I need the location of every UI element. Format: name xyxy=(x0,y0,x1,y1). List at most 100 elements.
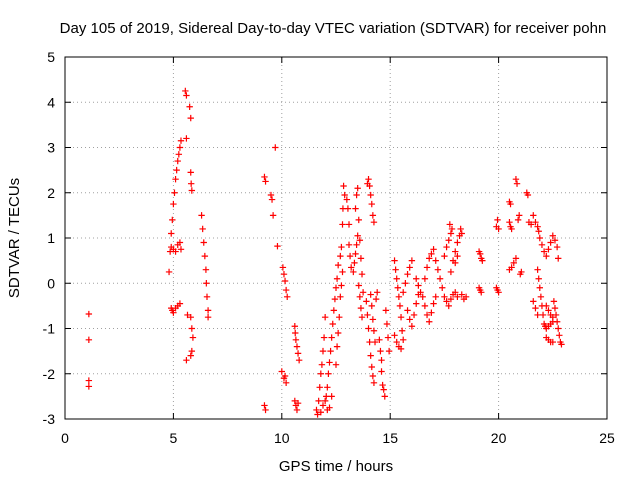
data-point xyxy=(426,255,433,262)
x-tick-label: 10 xyxy=(274,430,290,446)
data-point xyxy=(391,257,398,264)
data-point xyxy=(423,264,431,271)
data-point xyxy=(331,295,339,303)
data-point xyxy=(201,252,209,260)
data-point xyxy=(356,293,364,301)
data-point xyxy=(454,239,461,246)
data-point xyxy=(200,239,207,246)
data-point xyxy=(175,151,183,158)
data-point xyxy=(458,230,465,237)
data-point xyxy=(368,363,375,371)
data-point xyxy=(413,300,420,307)
data-point xyxy=(370,218,378,226)
data-point xyxy=(261,402,268,409)
data-point xyxy=(494,216,501,224)
data-point xyxy=(558,341,565,348)
data-point xyxy=(316,384,323,391)
data-point xyxy=(454,252,461,260)
data-point xyxy=(432,257,439,264)
data-point xyxy=(272,144,279,151)
data-point xyxy=(535,228,542,235)
data-point xyxy=(187,114,194,122)
data-point xyxy=(352,250,359,258)
data-point xyxy=(333,275,341,282)
data-point xyxy=(367,352,374,359)
data-point xyxy=(262,406,269,414)
data-point xyxy=(443,298,450,305)
data-point xyxy=(170,200,177,208)
data-point xyxy=(550,298,558,305)
data-point xyxy=(279,264,287,271)
x-axis-label: GPS time / hours xyxy=(279,458,393,475)
data-point xyxy=(329,320,336,328)
data-point xyxy=(384,334,392,341)
data-point xyxy=(434,266,442,273)
data-point xyxy=(370,379,378,386)
data-point xyxy=(359,289,367,296)
data-point xyxy=(430,246,437,253)
data-point xyxy=(171,189,178,196)
data-point xyxy=(291,323,299,330)
data-point xyxy=(508,225,515,233)
data-point xyxy=(352,205,359,212)
data-point xyxy=(358,313,366,321)
data-point xyxy=(446,221,454,228)
data-point xyxy=(281,372,289,380)
data-point xyxy=(357,304,365,312)
data-point xyxy=(340,182,347,190)
data-point xyxy=(187,180,195,187)
y-tick-label: -1 xyxy=(43,321,56,337)
data-point xyxy=(269,212,277,219)
data-point xyxy=(553,318,561,325)
data-point xyxy=(369,212,377,219)
data-point xyxy=(321,397,329,405)
data-point xyxy=(447,295,455,303)
y-tick-label: 0 xyxy=(47,275,55,291)
data-point xyxy=(512,255,520,262)
data-point xyxy=(507,200,514,208)
data-point xyxy=(281,277,289,285)
data-point xyxy=(347,264,355,271)
data-point xyxy=(176,239,184,246)
data-point xyxy=(383,320,391,328)
data-point xyxy=(537,293,545,301)
data-point xyxy=(187,169,194,176)
data-point xyxy=(328,393,335,400)
data-point xyxy=(166,248,174,255)
data-point xyxy=(353,241,360,248)
data-point xyxy=(365,325,372,332)
data-point xyxy=(327,347,334,355)
data-point xyxy=(353,191,360,199)
data-point xyxy=(512,175,520,183)
data-point xyxy=(326,359,333,366)
data-point xyxy=(274,242,281,250)
data-point xyxy=(373,289,381,296)
data-point xyxy=(198,212,205,219)
data-point xyxy=(436,275,444,282)
data-point xyxy=(452,248,459,255)
data-point xyxy=(204,307,212,314)
data-points xyxy=(85,87,565,418)
data-point xyxy=(441,252,448,260)
data-point xyxy=(545,307,552,314)
grid-lines xyxy=(65,57,607,419)
data-point xyxy=(391,332,398,339)
data-point xyxy=(350,268,357,276)
data-point xyxy=(439,284,446,291)
data-point xyxy=(318,361,326,368)
data-point xyxy=(268,196,276,203)
data-point xyxy=(396,302,404,310)
data-point xyxy=(368,302,375,310)
data-point xyxy=(372,295,380,303)
data-point xyxy=(292,336,300,344)
data-point xyxy=(319,347,327,355)
data-point xyxy=(356,237,364,244)
data-point xyxy=(204,313,212,321)
data-point xyxy=(402,280,409,287)
data-point xyxy=(314,411,321,418)
data-point xyxy=(177,246,185,253)
x-tick-label: 25 xyxy=(599,430,615,446)
data-point xyxy=(367,191,374,199)
data-point xyxy=(419,293,426,301)
data-point xyxy=(415,282,422,289)
